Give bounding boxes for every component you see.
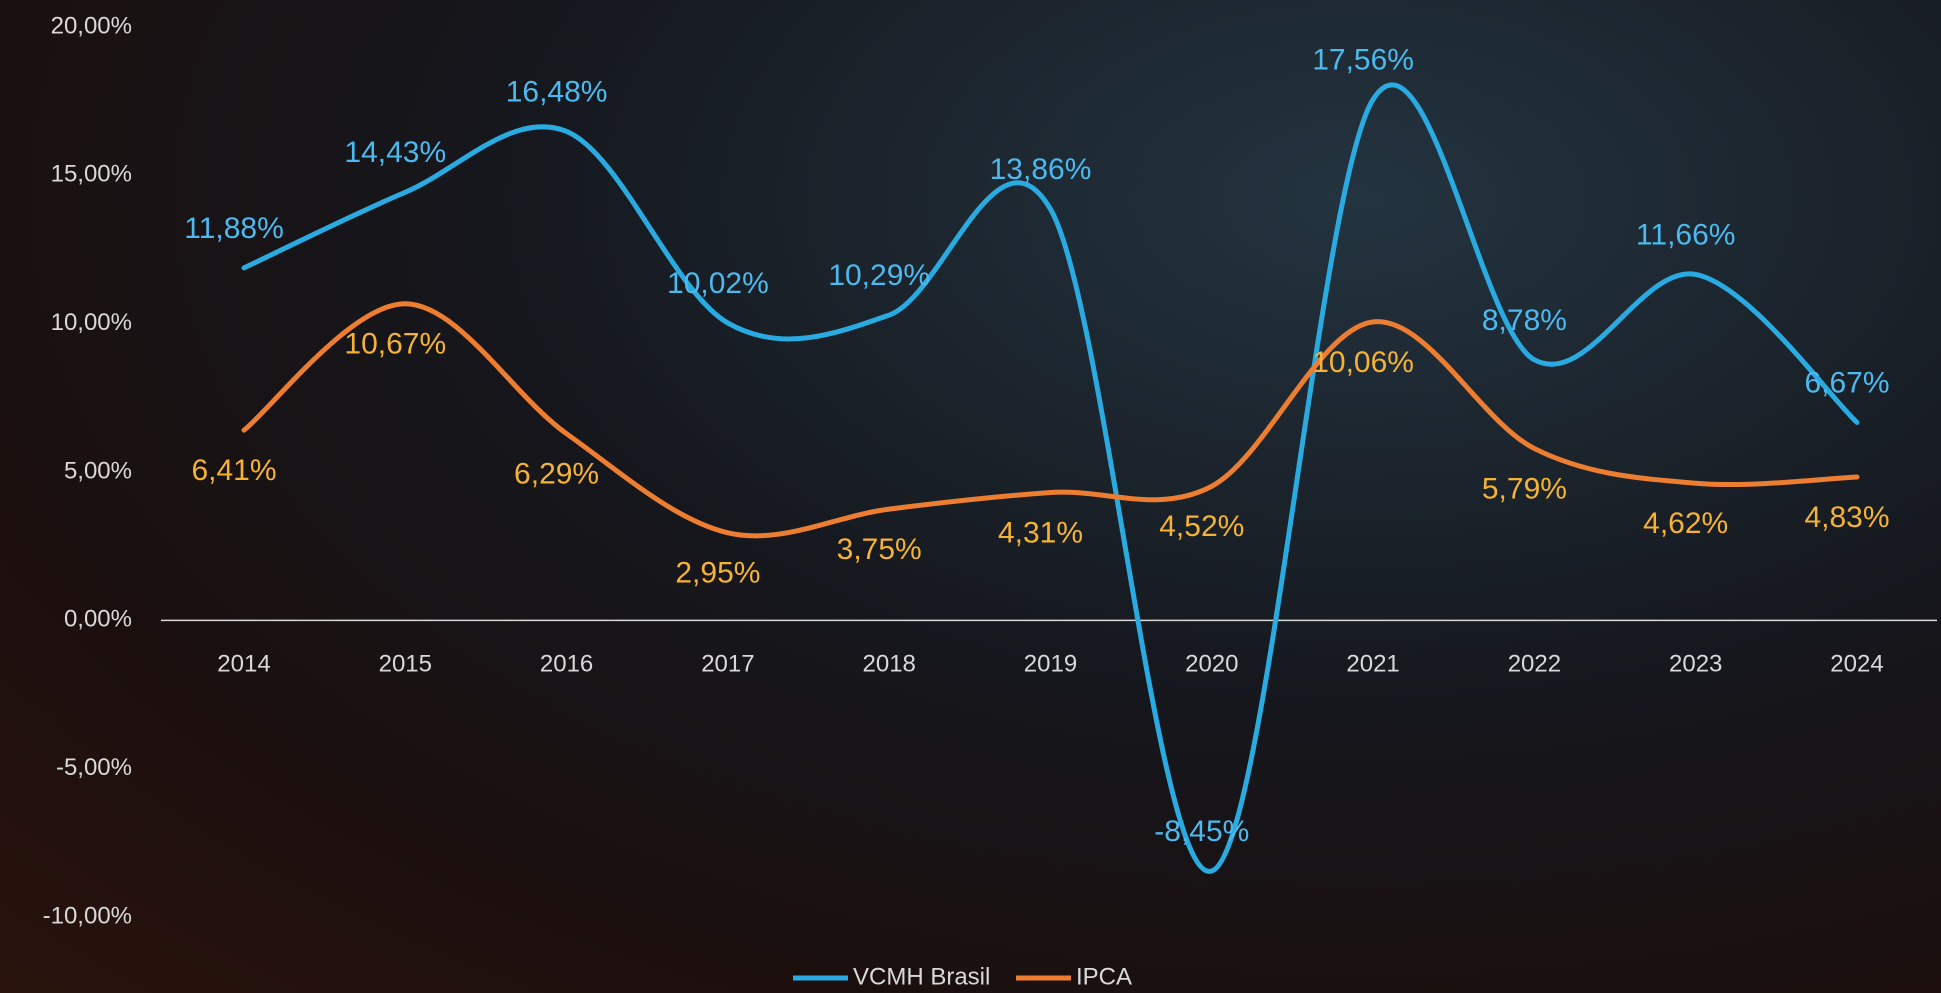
data-label: 14,43% xyxy=(344,136,446,169)
legend-label: IPCA xyxy=(1076,963,1132,990)
x-tick-label: 2022 xyxy=(1508,651,1561,678)
y-tick-label: 0,00% xyxy=(64,606,132,633)
series-line xyxy=(241,82,1860,874)
data-label: 11,88% xyxy=(184,212,284,245)
data-label: 4,52% xyxy=(1159,510,1244,543)
x-tick-label: 2016 xyxy=(540,651,593,678)
data-label: 3,75% xyxy=(837,533,922,566)
data-label: 16,48% xyxy=(506,75,608,108)
data-label: 10,02% xyxy=(667,267,769,300)
data-label: 13,86% xyxy=(990,153,1092,186)
series-line xyxy=(241,301,1860,539)
data-label: 4,83% xyxy=(1804,501,1889,534)
y-tick-label: -10,00% xyxy=(43,902,132,929)
data-label: 6,41% xyxy=(191,454,276,487)
x-tick-label: 2014 xyxy=(217,651,270,678)
data-label: 11,66% xyxy=(1636,218,1736,251)
data-label: 10,67% xyxy=(344,328,446,361)
data-label: 10,29% xyxy=(828,259,930,292)
data-label: 10,06% xyxy=(1312,346,1414,379)
y-tick-label: -5,00% xyxy=(56,754,132,781)
data-label: -8,45% xyxy=(1154,815,1249,848)
x-tick-label: 2023 xyxy=(1669,651,1722,678)
x-tick-label: 2024 xyxy=(1830,651,1883,678)
data-label: 17,56% xyxy=(1312,43,1414,76)
data-label: 4,31% xyxy=(998,516,1083,549)
x-tick-label: 2015 xyxy=(379,651,432,678)
x-tick-label: 2018 xyxy=(863,651,916,678)
x-tick-label: 2019 xyxy=(1024,651,1077,678)
legend-label: VCMH Brasil xyxy=(853,963,990,990)
x-tick-label: 2017 xyxy=(701,651,754,678)
y-tick-label: 10,00% xyxy=(51,309,132,336)
data-label: 8,78% xyxy=(1482,304,1567,337)
data-label: 2,95% xyxy=(675,557,760,590)
data-label: 5,79% xyxy=(1482,472,1567,505)
data-label: 6,29% xyxy=(514,458,599,491)
y-tick-label: 20,00% xyxy=(51,12,132,39)
y-tick-label: 15,00% xyxy=(51,161,132,188)
x-tick-label: 2021 xyxy=(1346,651,1399,678)
x-tick-label: 2020 xyxy=(1185,651,1238,678)
data-label: 6,67% xyxy=(1804,366,1889,399)
y-tick-label: 5,00% xyxy=(64,457,132,484)
data-label: 4,62% xyxy=(1643,507,1728,540)
